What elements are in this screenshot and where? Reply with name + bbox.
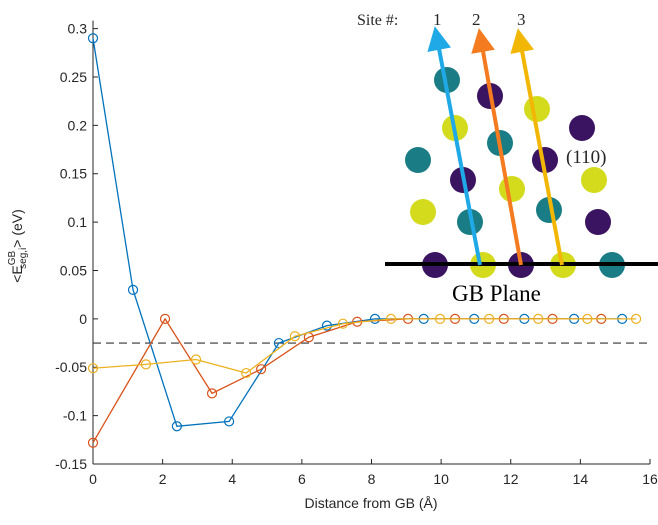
data-point <box>159 313 171 324</box>
data-point <box>582 313 593 324</box>
data-point <box>630 313 642 324</box>
y-tick-label: 0.3 <box>68 21 88 37</box>
plane-label: (110) <box>566 147 606 168</box>
x-tick-label: 0 <box>89 471 97 487</box>
x-tick-label: 14 <box>573 471 589 487</box>
legend-entry: 3 <box>517 10 526 29</box>
data-point <box>171 421 182 432</box>
x-tick-label: 4 <box>228 471 236 487</box>
series-line <box>92 318 637 374</box>
x-tick-label: 12 <box>503 471 519 487</box>
data-point <box>87 437 99 448</box>
data-point <box>87 33 99 44</box>
data-point <box>434 313 446 324</box>
series-line <box>92 317 602 444</box>
atoms <box>405 67 625 278</box>
x-tick-label: 16 <box>642 471 658 487</box>
inset-diagram: Site #: 1 2 3 (110) GB Plane <box>357 10 658 306</box>
y-label-sup: GB <box>7 251 18 266</box>
data-point <box>256 364 267 375</box>
site-arrow <box>427 26 482 266</box>
y-tick-label: 0.25 <box>60 69 87 85</box>
y-label-base: <E <box>9 265 25 283</box>
y-axis-label: <EGBseg,i> (eV) <box>7 209 29 283</box>
data-point <box>321 320 333 331</box>
y-tick-label: -0.15 <box>55 456 87 472</box>
site-arrow <box>471 28 523 266</box>
y-tick-label: -0.1 <box>63 408 87 424</box>
data-point <box>241 367 252 379</box>
x-tick-label: 10 <box>433 471 449 487</box>
gb-plane-label: GB Plane <box>452 281 541 306</box>
x-tick-label: 2 <box>159 471 167 487</box>
x-tick-label: 8 <box>368 471 376 487</box>
y-tick-label: -0.05 <box>55 359 87 375</box>
data-point <box>484 313 495 324</box>
data-point <box>369 313 381 324</box>
data-point <box>224 416 235 427</box>
plot-area: -0.15 -0.1 -0.05 0 0.05 0.1 0.15 0.2 0.25 0.3 0 2 4 6… <box>55 21 658 487</box>
data-point <box>87 363 99 374</box>
data-point <box>206 388 218 399</box>
data-point <box>385 313 397 324</box>
x-axis-label: Distance from GB (Å) <box>304 495 437 511</box>
data-point <box>533 313 544 324</box>
data-point <box>337 318 349 329</box>
y-label-sub: seg,i <box>18 248 29 269</box>
y-label-end: > (eV) <box>9 209 25 248</box>
data-point <box>190 354 202 365</box>
y-tick-label: 0.1 <box>68 214 88 230</box>
site-arrow <box>510 28 564 266</box>
y-tick-label: 0.2 <box>68 117 88 133</box>
data-point <box>127 284 139 295</box>
legend-entry: 2 <box>472 10 481 29</box>
data-point <box>140 359 152 370</box>
legend-entry: 1 <box>433 10 442 29</box>
data-point <box>289 331 301 342</box>
y-tick-label: 0.05 <box>60 262 87 278</box>
y-tick-label: 0.15 <box>60 166 87 182</box>
y-tick-label: 0 <box>79 311 87 327</box>
series-line <box>92 38 623 427</box>
site-label: Site #: <box>357 12 398 29</box>
x-tick-label: 6 <box>298 471 306 487</box>
